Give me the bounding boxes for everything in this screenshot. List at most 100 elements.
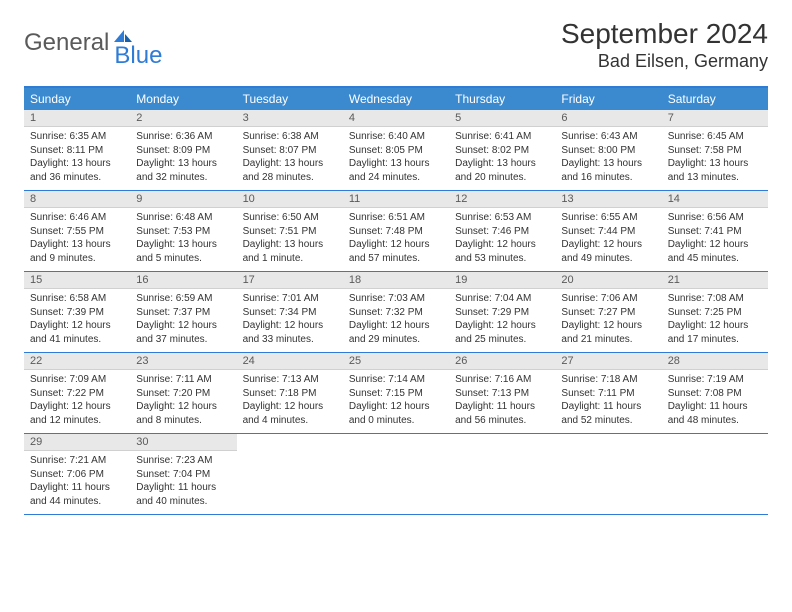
weekday-header: Sunday xyxy=(24,87,130,110)
day-content: Sunrise: 7:03 AMSunset: 7:32 PMDaylight:… xyxy=(343,289,449,352)
header: General Blue September 2024 Bad Eilsen, … xyxy=(24,18,768,72)
day-number: 23 xyxy=(130,353,236,370)
day-content: Sunrise: 7:08 AMSunset: 7:25 PMDaylight:… xyxy=(662,289,768,352)
day-content: Sunrise: 7:09 AMSunset: 7:22 PMDaylight:… xyxy=(24,370,130,433)
calendar-day-cell: 16Sunrise: 6:59 AMSunset: 7:37 PMDayligh… xyxy=(130,272,236,353)
weekday-header: Monday xyxy=(130,87,236,110)
day-content: Sunrise: 6:36 AMSunset: 8:09 PMDaylight:… xyxy=(130,127,236,190)
day-number: 14 xyxy=(662,191,768,208)
calendar-day-cell: 26Sunrise: 7:16 AMSunset: 7:13 PMDayligh… xyxy=(449,353,555,434)
day-content: Sunrise: 6:55 AMSunset: 7:44 PMDaylight:… xyxy=(555,208,661,271)
calendar-day-cell: 9Sunrise: 6:48 AMSunset: 7:53 PMDaylight… xyxy=(130,191,236,272)
calendar-day-cell: 22Sunrise: 7:09 AMSunset: 7:22 PMDayligh… xyxy=(24,353,130,434)
day-number: 3 xyxy=(237,110,343,127)
day-content: Sunrise: 6:51 AMSunset: 7:48 PMDaylight:… xyxy=(343,208,449,271)
calendar-day-cell xyxy=(343,434,449,515)
day-number: 20 xyxy=(555,272,661,289)
calendar-day-cell: 21Sunrise: 7:08 AMSunset: 7:25 PMDayligh… xyxy=(662,272,768,353)
day-content: Sunrise: 6:41 AMSunset: 8:02 PMDaylight:… xyxy=(449,127,555,190)
calendar-day-cell: 30Sunrise: 7:23 AMSunset: 7:04 PMDayligh… xyxy=(130,434,236,515)
page-title: September 2024 xyxy=(561,18,768,50)
logo: General Blue xyxy=(24,18,162,68)
title-block: September 2024 Bad Eilsen, Germany xyxy=(561,18,768,72)
day-number: 21 xyxy=(662,272,768,289)
calendar-day-cell: 24Sunrise: 7:13 AMSunset: 7:18 PMDayligh… xyxy=(237,353,343,434)
day-number: 24 xyxy=(237,353,343,370)
day-number: 29 xyxy=(24,434,130,451)
day-number: 12 xyxy=(449,191,555,208)
day-content: Sunrise: 7:18 AMSunset: 7:11 PMDaylight:… xyxy=(555,370,661,433)
calendar-day-cell: 25Sunrise: 7:14 AMSunset: 7:15 PMDayligh… xyxy=(343,353,449,434)
day-number: 18 xyxy=(343,272,449,289)
calendar-day-cell: 11Sunrise: 6:51 AMSunset: 7:48 PMDayligh… xyxy=(343,191,449,272)
day-content: Sunrise: 7:16 AMSunset: 7:13 PMDaylight:… xyxy=(449,370,555,433)
day-content: Sunrise: 6:43 AMSunset: 8:00 PMDaylight:… xyxy=(555,127,661,190)
calendar-day-cell: 1Sunrise: 6:35 AMSunset: 8:11 PMDaylight… xyxy=(24,110,130,191)
location-label: Bad Eilsen, Germany xyxy=(561,51,768,72)
day-number: 22 xyxy=(24,353,130,370)
day-content: Sunrise: 7:13 AMSunset: 7:18 PMDaylight:… xyxy=(237,370,343,433)
calendar-day-cell xyxy=(449,434,555,515)
day-content: Sunrise: 6:46 AMSunset: 7:55 PMDaylight:… xyxy=(24,208,130,271)
weekday-header: Thursday xyxy=(449,87,555,110)
day-number: 7 xyxy=(662,110,768,127)
calendar-day-cell: 4Sunrise: 6:40 AMSunset: 8:05 PMDaylight… xyxy=(343,110,449,191)
calendar-day-cell: 2Sunrise: 6:36 AMSunset: 8:09 PMDaylight… xyxy=(130,110,236,191)
day-content: Sunrise: 7:04 AMSunset: 7:29 PMDaylight:… xyxy=(449,289,555,352)
calendar-day-cell: 5Sunrise: 6:41 AMSunset: 8:02 PMDaylight… xyxy=(449,110,555,191)
day-content: Sunrise: 7:21 AMSunset: 7:06 PMDaylight:… xyxy=(24,451,130,514)
day-number: 27 xyxy=(555,353,661,370)
calendar-day-cell: 20Sunrise: 7:06 AMSunset: 7:27 PMDayligh… xyxy=(555,272,661,353)
weekday-header: Wednesday xyxy=(343,87,449,110)
day-number: 13 xyxy=(555,191,661,208)
day-content: Sunrise: 7:19 AMSunset: 7:08 PMDaylight:… xyxy=(662,370,768,433)
day-number: 17 xyxy=(237,272,343,289)
day-content: Sunrise: 6:45 AMSunset: 7:58 PMDaylight:… xyxy=(662,127,768,190)
calendar-day-cell: 17Sunrise: 7:01 AMSunset: 7:34 PMDayligh… xyxy=(237,272,343,353)
day-content: Sunrise: 6:38 AMSunset: 8:07 PMDaylight:… xyxy=(237,127,343,190)
day-content: Sunrise: 6:56 AMSunset: 7:41 PMDaylight:… xyxy=(662,208,768,271)
weekday-header: Friday xyxy=(555,87,661,110)
calendar-day-cell: 27Sunrise: 7:18 AMSunset: 7:11 PMDayligh… xyxy=(555,353,661,434)
calendar-day-cell: 12Sunrise: 6:53 AMSunset: 7:46 PMDayligh… xyxy=(449,191,555,272)
weekday-header-row: Sunday Monday Tuesday Wednesday Thursday… xyxy=(24,87,768,110)
calendar-day-cell: 6Sunrise: 6:43 AMSunset: 8:00 PMDaylight… xyxy=(555,110,661,191)
calendar-day-cell xyxy=(662,434,768,515)
calendar-day-cell: 10Sunrise: 6:50 AMSunset: 7:51 PMDayligh… xyxy=(237,191,343,272)
calendar-day-cell xyxy=(237,434,343,515)
calendar-day-cell: 23Sunrise: 7:11 AMSunset: 7:20 PMDayligh… xyxy=(130,353,236,434)
calendar-day-cell: 13Sunrise: 6:55 AMSunset: 7:44 PMDayligh… xyxy=(555,191,661,272)
day-number: 26 xyxy=(449,353,555,370)
day-number: 28 xyxy=(662,353,768,370)
calendar-week-row: 22Sunrise: 7:09 AMSunset: 7:22 PMDayligh… xyxy=(24,353,768,434)
day-content: Sunrise: 6:53 AMSunset: 7:46 PMDaylight:… xyxy=(449,208,555,271)
calendar-day-cell: 18Sunrise: 7:03 AMSunset: 7:32 PMDayligh… xyxy=(343,272,449,353)
day-content: Sunrise: 6:35 AMSunset: 8:11 PMDaylight:… xyxy=(24,127,130,190)
day-number: 4 xyxy=(343,110,449,127)
calendar-week-row: 1Sunrise: 6:35 AMSunset: 8:11 PMDaylight… xyxy=(24,110,768,191)
calendar-week-row: 15Sunrise: 6:58 AMSunset: 7:39 PMDayligh… xyxy=(24,272,768,353)
calendar-day-cell: 29Sunrise: 7:21 AMSunset: 7:06 PMDayligh… xyxy=(24,434,130,515)
day-content: Sunrise: 6:58 AMSunset: 7:39 PMDaylight:… xyxy=(24,289,130,352)
calendar-day-cell: 3Sunrise: 6:38 AMSunset: 8:07 PMDaylight… xyxy=(237,110,343,191)
calendar-day-cell xyxy=(555,434,661,515)
day-number: 8 xyxy=(24,191,130,208)
day-number: 15 xyxy=(24,272,130,289)
day-number: 5 xyxy=(449,110,555,127)
logo-text-blue: Blue xyxy=(114,42,162,70)
day-content: Sunrise: 7:06 AMSunset: 7:27 PMDaylight:… xyxy=(555,289,661,352)
day-content: Sunrise: 7:11 AMSunset: 7:20 PMDaylight:… xyxy=(130,370,236,433)
calendar-week-row: 8Sunrise: 6:46 AMSunset: 7:55 PMDaylight… xyxy=(24,191,768,272)
calendar-week-row: 29Sunrise: 7:21 AMSunset: 7:06 PMDayligh… xyxy=(24,434,768,515)
logo-text-general: General xyxy=(24,29,109,57)
day-number: 19 xyxy=(449,272,555,289)
day-number: 30 xyxy=(130,434,236,451)
day-content: Sunrise: 7:14 AMSunset: 7:15 PMDaylight:… xyxy=(343,370,449,433)
day-number: 10 xyxy=(237,191,343,208)
calendar-table: Sunday Monday Tuesday Wednesday Thursday… xyxy=(24,86,768,515)
day-number: 11 xyxy=(343,191,449,208)
day-content: Sunrise: 7:23 AMSunset: 7:04 PMDaylight:… xyxy=(130,451,236,514)
day-content: Sunrise: 7:01 AMSunset: 7:34 PMDaylight:… xyxy=(237,289,343,352)
calendar-day-cell: 19Sunrise: 7:04 AMSunset: 7:29 PMDayligh… xyxy=(449,272,555,353)
day-content: Sunrise: 6:59 AMSunset: 7:37 PMDaylight:… xyxy=(130,289,236,352)
